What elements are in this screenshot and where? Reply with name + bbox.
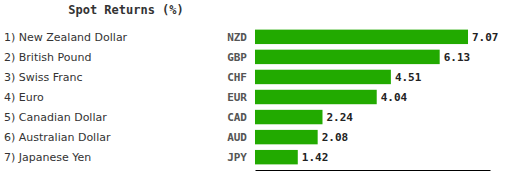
bar	[255, 110, 322, 124]
x-axis-line	[256, 170, 491, 171]
ticker-label: NZD	[227, 31, 247, 44]
title: Spot Returns (%)	[68, 3, 184, 17]
category-label: 5) Canadian Dollar	[4, 111, 107, 124]
category-label: 1) New Zealand Dollar	[4, 31, 128, 44]
data-label: 4.51	[395, 71, 422, 84]
bar	[255, 50, 440, 64]
x-axis	[256, 170, 491, 171]
data-label: 2.24	[326, 111, 353, 124]
ticker-label: CHF	[227, 71, 247, 84]
ticker-label: EUR	[227, 91, 247, 104]
ticker-label: GBP	[227, 51, 247, 64]
bar	[255, 150, 298, 164]
data-label: 6.13	[444, 51, 471, 64]
category-labels: 1) New Zealand Dollar 2) British Pound 3) …	[4, 31, 247, 164]
category-label: 4) Euro	[4, 91, 44, 104]
bar	[255, 70, 391, 84]
data-label: 2.08	[322, 131, 349, 144]
bar	[255, 90, 377, 104]
data-label: 1.42	[302, 151, 329, 164]
data-label: 7.07	[472, 31, 499, 44]
category-label: 7) Japanese Yen	[4, 151, 91, 164]
bars	[255, 30, 468, 165]
ticker-label: CAD	[227, 111, 247, 124]
ticker-label: AUD	[227, 131, 247, 144]
bar	[255, 30, 468, 44]
data-label: 4.04	[381, 91, 408, 104]
category-label: 2) British Pound	[4, 51, 91, 64]
category-label: 3) Swiss Franc	[4, 71, 83, 84]
category-label: 6) Australian Dollar	[4, 131, 111, 144]
ticker-label: JPY	[227, 151, 247, 164]
data-labels: 7.076.13 4.51 4.04 2.24 2.08 1.42	[302, 31, 499, 164]
bar	[255, 130, 318, 144]
chart: Spot Returns (%) 7.076.13 4.51 4.04 2.24 2.08…	[0, 0, 505, 177]
